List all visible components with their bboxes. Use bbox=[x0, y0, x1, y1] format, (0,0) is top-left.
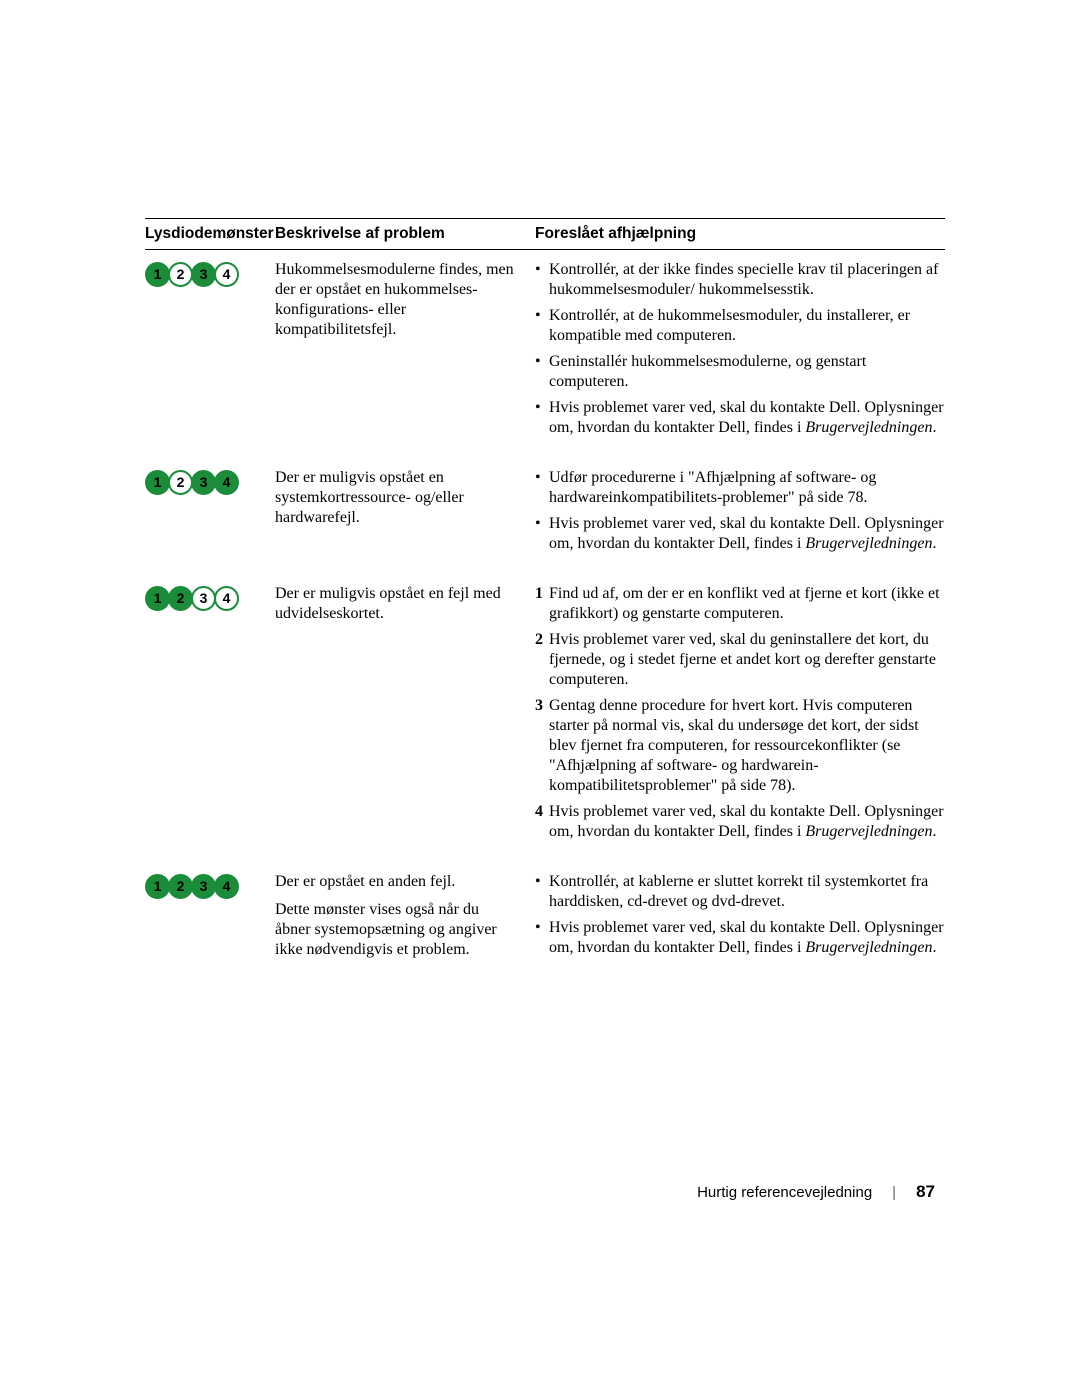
fix-item: Geninstallér hukommelsesmodulerne, og ge… bbox=[535, 352, 945, 392]
fix-item: Hvis problemet varer ved, skal du kontak… bbox=[535, 918, 945, 958]
description-cell: Der er muligvis opstået en fejl med udvi… bbox=[275, 584, 535, 848]
table-row: 1234Der er muligvis opstået en fejl med … bbox=[145, 574, 945, 862]
led-pattern: 1234 bbox=[145, 260, 275, 444]
fix-item: Hvis problemet varer ved, skal du kontak… bbox=[535, 514, 945, 554]
fix-item: Kontrollér, at der ikke findes specielle… bbox=[535, 260, 945, 300]
led-icon: 2 bbox=[168, 874, 193, 899]
footer-separator: | bbox=[892, 1184, 896, 1201]
fix-item: 3Gentag denne procedure for hvert kort. … bbox=[535, 696, 945, 796]
table-row: 1234Der er opstået en anden fejl.Dette m… bbox=[145, 862, 945, 982]
description-cell: Hukommelsesmodulerne findes, men der er … bbox=[275, 260, 535, 444]
header-fix: Foreslået afhjælpning bbox=[535, 225, 945, 243]
description-text: Dette mønster vises også når du åbner sy… bbox=[275, 900, 515, 960]
led-icon: 2 bbox=[168, 470, 193, 495]
led-icon: 3 bbox=[191, 470, 216, 495]
description-cell: Der er opstået en anden fejl. Dette mønst… bbox=[275, 872, 535, 968]
led-icon: 4 bbox=[214, 262, 239, 287]
description-cell: Der er muligvis opstået en systemkortres… bbox=[275, 468, 535, 560]
led-pattern: 1234 bbox=[145, 468, 275, 560]
page-number: 87 bbox=[916, 1182, 935, 1202]
table-header-row: Lysdiodemønster Beskrivelse af problem F… bbox=[145, 218, 945, 250]
fix-item: 4Hvis problemet varer ved, skal du konta… bbox=[535, 802, 945, 842]
led-icon: 3 bbox=[191, 262, 216, 287]
fix-cell: Kontrollér, at kablerne er sluttet korre… bbox=[535, 872, 945, 968]
table-row: 1234Hukommelsesmodulerne findes, men der… bbox=[145, 250, 945, 458]
led-icon: 1 bbox=[145, 586, 170, 611]
page-footer: Hurtig referencevejledning | 87 bbox=[697, 1182, 935, 1202]
fix-cell: 1Find ud af, om der er en konflikt ved a… bbox=[535, 584, 945, 848]
header-description: Beskrivelse af problem bbox=[275, 225, 535, 243]
led-icon: 4 bbox=[214, 470, 239, 495]
description-text: Hukommelsesmodulerne findes, men der er … bbox=[275, 260, 515, 340]
fix-item: Kontrollér, at de hukommelsesmoduler, du… bbox=[535, 306, 945, 346]
header-pattern: Lysdiodemønster bbox=[145, 225, 275, 243]
led-icon: 1 bbox=[145, 470, 170, 495]
page-content: Lysdiodemønster Beskrivelse af problem F… bbox=[145, 218, 945, 982]
footer-title: Hurtig referencevejledning bbox=[697, 1184, 872, 1201]
description-text: Der er muligvis opstået en fejl med udvi… bbox=[275, 584, 515, 624]
led-icon: 4 bbox=[214, 874, 239, 899]
led-icon: 1 bbox=[145, 874, 170, 899]
description-text: Der er muligvis opstået en systemkortres… bbox=[275, 468, 515, 528]
led-pattern: 1234 bbox=[145, 584, 275, 848]
fix-item: Hvis problemet varer ved, skal du kontak… bbox=[535, 398, 945, 438]
led-icon: 2 bbox=[168, 262, 193, 287]
table-row: 1234Der er muligvis opstået en systemkor… bbox=[145, 458, 945, 574]
fix-item: Kontrollér, at kablerne er sluttet korre… bbox=[535, 872, 945, 912]
description-text: Der er opstået en anden fejl. bbox=[275, 872, 515, 892]
led-icon: 3 bbox=[191, 586, 216, 611]
led-icon: 3 bbox=[191, 874, 216, 899]
fix-cell: Udfør procedurerne i "Afhjælpning af sof… bbox=[535, 468, 945, 560]
led-icon: 2 bbox=[168, 586, 193, 611]
led-pattern: 1234 bbox=[145, 872, 275, 968]
led-icon: 1 bbox=[145, 262, 170, 287]
fix-item: Udfør procedurerne i "Afhjælpning af sof… bbox=[535, 468, 945, 508]
fix-item: 1Find ud af, om der er en konflikt ved a… bbox=[535, 584, 945, 624]
fix-cell: Kontrollér, at der ikke findes specielle… bbox=[535, 260, 945, 444]
led-icon: 4 bbox=[214, 586, 239, 611]
table-body: 1234Hukommelsesmodulerne findes, men der… bbox=[145, 250, 945, 982]
fix-item: 2Hvis problemet varer ved, skal du genin… bbox=[535, 630, 945, 690]
